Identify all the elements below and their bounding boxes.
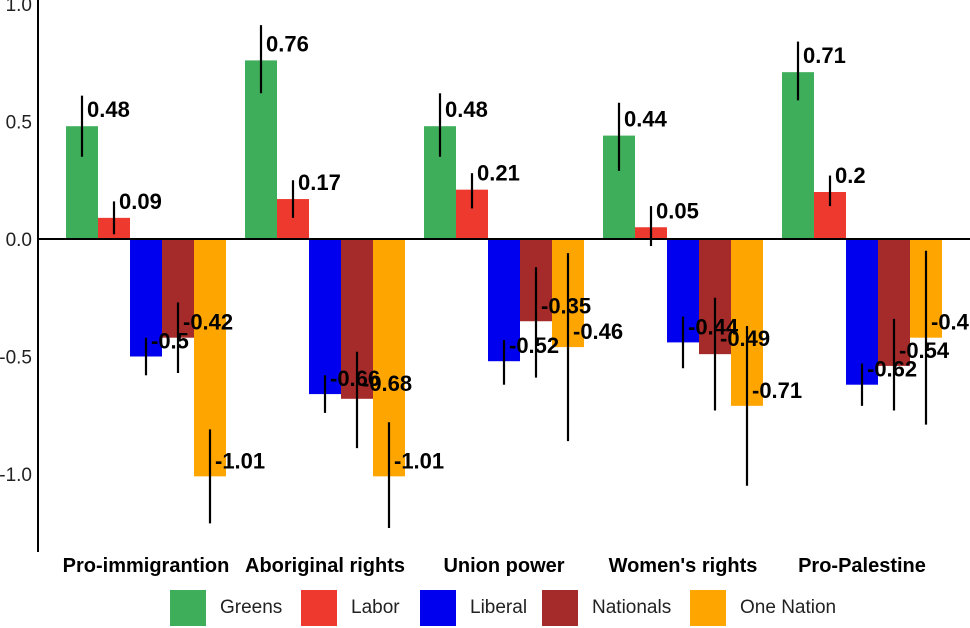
data-label: 0.71	[803, 43, 846, 68]
legend-item-one-nation: One Nation	[690, 589, 836, 627]
data-label: -0.5	[151, 329, 189, 354]
data-label: 0.48	[445, 97, 488, 122]
legend-swatch	[301, 590, 337, 626]
data-label: -0.46	[573, 319, 623, 344]
legend-swatch	[420, 590, 456, 626]
bar-chart: -1.0-0.50.00.51.0 0.480.09-0.5-0.42-1.01…	[0, 0, 970, 577]
data-label: -0.66	[330, 366, 380, 391]
y-tick-label: -0.5	[0, 348, 32, 369]
data-label: -0.4	[931, 310, 970, 335]
data-label: -0.54	[899, 338, 950, 363]
y-tick-label: 0.0	[6, 230, 32, 251]
category-labels: Pro-immigrantion Aboriginal rights Union p…	[63, 555, 926, 577]
bar-liberal	[130, 239, 162, 357]
data-label: 0.48	[87, 97, 130, 122]
category-label: Women's rights	[609, 555, 758, 577]
bars	[66, 60, 942, 477]
category-label: Pro-immigrantion	[63, 555, 230, 577]
data-label: -1.01	[394, 448, 444, 473]
category-label: Aboriginal rights	[245, 555, 405, 577]
bar-liberal	[309, 239, 341, 395]
legend: Greens Labor Liberal Nationals One Nation	[0, 589, 970, 627]
data-label: -0.52	[509, 333, 559, 358]
error-bars	[80, 25, 928, 529]
legend-label: Labor	[351, 597, 400, 618]
bar-liberal	[846, 239, 878, 385]
legend-swatch	[170, 590, 206, 626]
y-tick-label: 1.0	[6, 0, 32, 16]
data-label: 0.2	[835, 163, 866, 188]
legend-label: Nationals	[592, 597, 672, 618]
legend-item-labor: Labor	[301, 589, 400, 627]
category-label: Pro-Palestine	[798, 555, 926, 577]
data-label: -0.62	[867, 357, 917, 382]
data-label: -0.44	[688, 314, 739, 339]
legend-label: Greens	[220, 597, 283, 618]
data-label: -0.49	[720, 326, 770, 351]
data-label: -1.01	[215, 448, 265, 473]
data-label: -0.71	[752, 378, 802, 403]
data-label: -0.68	[362, 371, 412, 396]
legend-item-nationals: Nationals	[542, 589, 671, 627]
legend-label: Liberal	[470, 597, 528, 618]
legend-item-greens: Greens	[170, 589, 282, 627]
legend-swatch	[542, 590, 578, 626]
data-label: 0.44	[624, 107, 668, 132]
legend-item-liberal: Liberal	[420, 589, 527, 627]
y-tick-label: 0.5	[6, 113, 32, 134]
data-label: -0.35	[541, 293, 591, 318]
data-label: 0.21	[477, 161, 520, 186]
data-label: 0.05	[656, 198, 699, 223]
category-label: Union power	[443, 555, 564, 577]
y-tick-label: -1.0	[0, 465, 32, 486]
legend-label: One Nation	[740, 597, 837, 618]
y-axis-ticks: -1.0 -0.5 0.0 0.5 1.0	[0, 0, 32, 486]
data-label: 0.76	[266, 31, 309, 56]
data-label: 0.09	[119, 189, 162, 214]
data-label: 0.17	[298, 170, 341, 195]
data-label: -0.42	[183, 310, 233, 335]
data-labels: 0.48 0.09 -0.5-0.42 -1.01 0.76 0.17 -0.66-0.68…	[87, 31, 970, 473]
legend-swatch	[690, 590, 726, 626]
